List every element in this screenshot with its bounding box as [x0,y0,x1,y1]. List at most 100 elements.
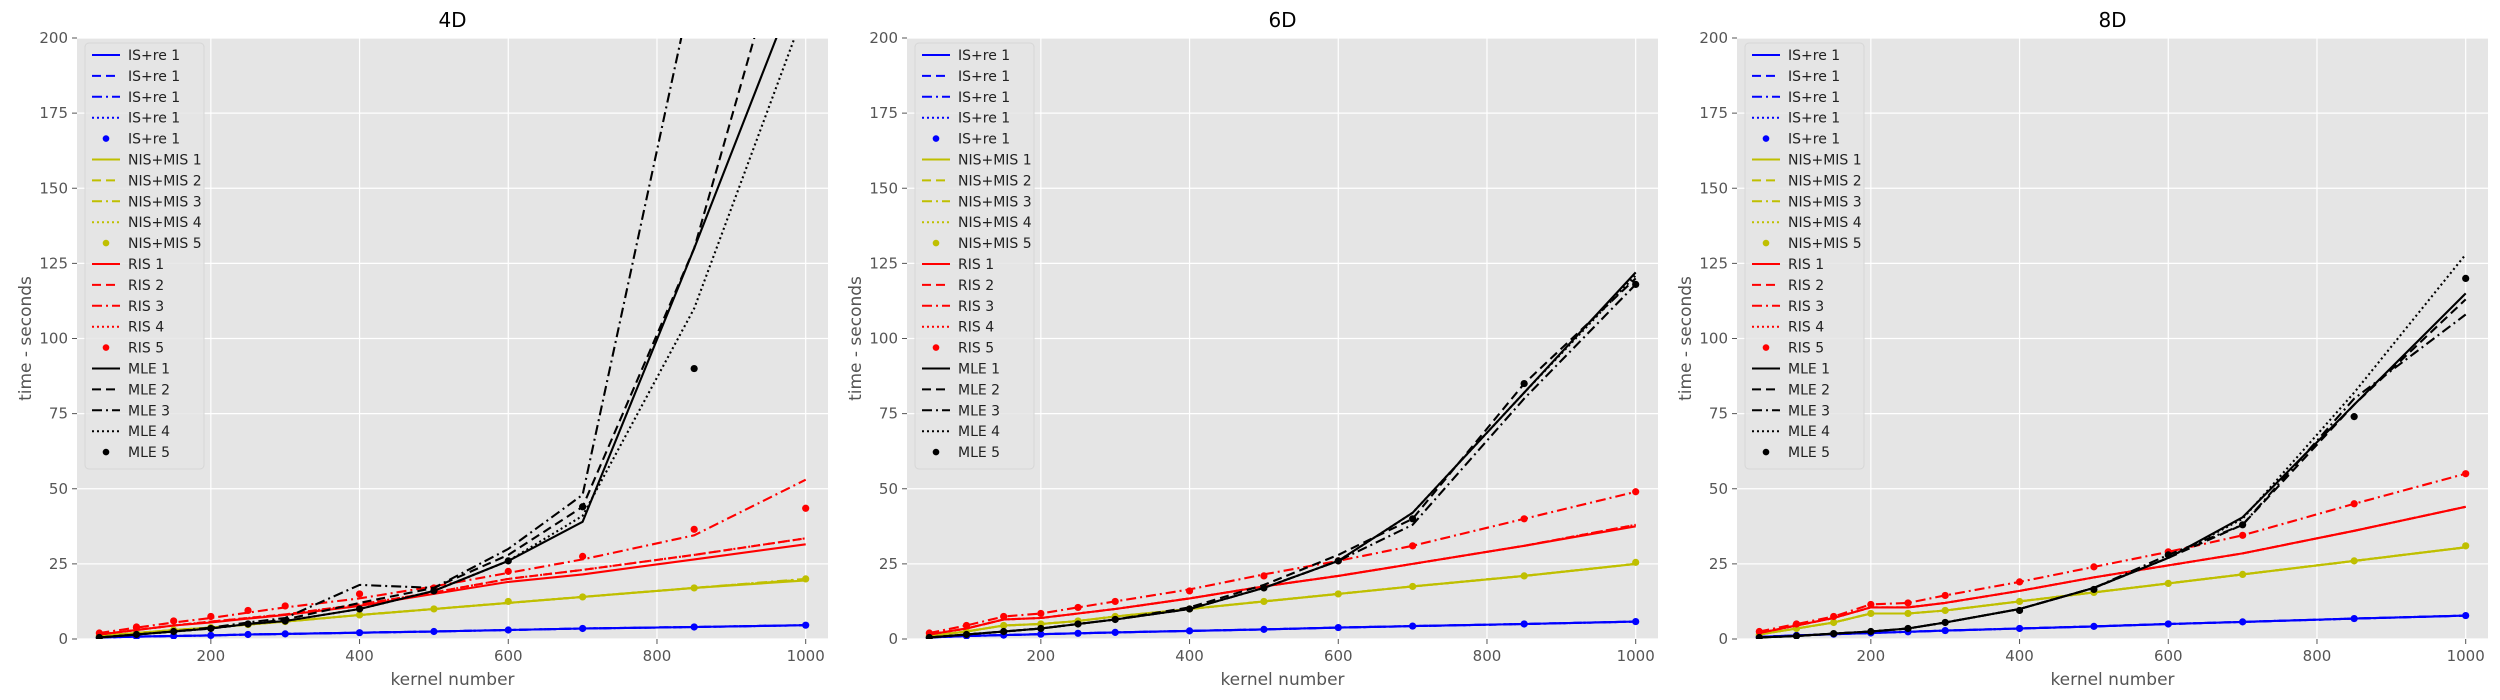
data-point [1755,627,1763,636]
legend-label: NIS+MIS 1 [958,153,1032,169]
data-point [690,623,698,631]
legend-marker [932,135,940,142]
data-point [2239,570,2247,578]
series-nis-mis-3-dashdot-line [99,577,806,638]
data-point [504,567,512,575]
series-layer [95,38,810,639]
x-tick-label: 1000 [787,647,825,665]
data-point [355,605,364,613]
legend-label: IS+re 1 [958,132,1010,148]
data-point [1334,557,1342,565]
legend-label: MLE 3 [958,403,1000,419]
legend-label: IS+re 1 [1788,111,1840,127]
y-axis-label: time - seconds [16,276,36,401]
data-point [244,620,252,628]
data-point [1904,609,1912,618]
chart-title: 6D [1268,8,1296,32]
legend-label: IS+re 1 [128,69,180,85]
series-mle-4-dotted-line [1759,253,2467,639]
x-tick-label: 600 [2154,647,2183,665]
data-point [281,630,289,638]
legend-label: IS+re 1 [1788,48,1840,64]
legend-label: MLE 2 [958,382,1000,398]
legend-label: RIS 3 [128,299,164,315]
legend-marker [1762,448,1770,456]
data-point [170,617,178,625]
y-tick-label: 125 [869,254,898,272]
y-tick-label: 100 [1699,330,1728,348]
data-point [170,627,178,636]
legend-label: RIS 1 [1788,257,1824,273]
legend: IS+re 1 IS+re 1 IS+re 1 IS+re 1 IS+re 1 NIS+M… [84,42,205,470]
data-point [1632,617,1640,626]
data-point [1520,620,1528,628]
data-point [2164,579,2172,588]
data-point [1185,605,1194,613]
legend-label: NIS+MIS 1 [1788,153,1862,169]
legend-box [84,42,205,470]
data-point [2350,500,2358,508]
series-ris-3-dashdot-line [1759,472,2466,633]
data-point [1037,630,1045,638]
data-point [430,627,438,636]
series-is-re-1-dashdot-line [929,620,1636,639]
legend-label: NIS+MIS 5 [128,236,202,252]
data-point [1260,572,1268,580]
data-point [962,621,971,630]
data-point [1260,625,1268,633]
x-tick-label: 800 [1473,647,1502,665]
data-point [504,557,512,565]
data-point [690,364,698,373]
x-axis-label: kernel number [2050,670,2174,690]
legend-label: MLE 5 [958,445,1000,461]
x-tick-label: 200 [197,647,226,665]
series-mle-5-points [1755,274,2470,639]
series-is-re-1-dotted-line [99,624,806,639]
legend-label: IS+re 1 [958,90,1010,106]
legend-label: IS+re 1 [128,111,180,127]
legend-label: RIS 5 [958,341,994,357]
legend-marker [932,344,940,351]
legend-label: RIS 2 [128,278,164,294]
legend-label: IS+re 1 [128,90,180,106]
data-point [1632,558,1640,566]
data-point [1520,515,1528,523]
legend-label: MLE 2 [1788,382,1830,398]
data-point [2015,597,2024,606]
legend-marker [1762,135,1770,142]
data-point [1520,379,1528,388]
y-tick-label: 50 [879,480,898,498]
chart-panel-6d: 0 25 50 75 100 125 150 175 200 200 400 600 800 1000 IS… [846,8,1658,690]
data-point [2239,531,2247,539]
legend-label: RIS 3 [958,299,994,315]
y-tick-label: 175 [869,104,898,122]
series-ris-4-dotted-line [929,523,1636,636]
series-nis-mis-4-dotted-line [1759,546,2466,636]
series-mle-3-dashdot-line [929,283,1637,639]
data-point [1941,606,1949,615]
y-tick-label: 125 [39,254,68,272]
x-tick-label: 200 [1857,647,1886,665]
legend-label: IS+re 1 [1788,132,1840,148]
data-point [207,631,215,639]
data-point [2090,563,2098,571]
data-point [281,617,289,625]
data-point [802,504,810,512]
x-tick-label: 200 [1027,647,1056,665]
legend-label: MLE 5 [128,445,170,461]
data-point [1941,591,1949,600]
y-tick-label: 100 [39,330,68,348]
data-point [244,630,252,639]
legend-label: NIS+MIS 2 [958,173,1032,189]
data-point [1074,629,1082,637]
data-point [207,612,215,621]
legend-label: MLE 1 [128,362,170,378]
data-point [355,611,364,619]
legend-label: MLE 4 [1788,424,1830,440]
legend-marker [102,448,110,456]
y-tick-label: 50 [49,480,68,498]
data-point [244,606,252,615]
legend-label: RIS 1 [958,257,994,273]
data-point [1000,612,1008,621]
